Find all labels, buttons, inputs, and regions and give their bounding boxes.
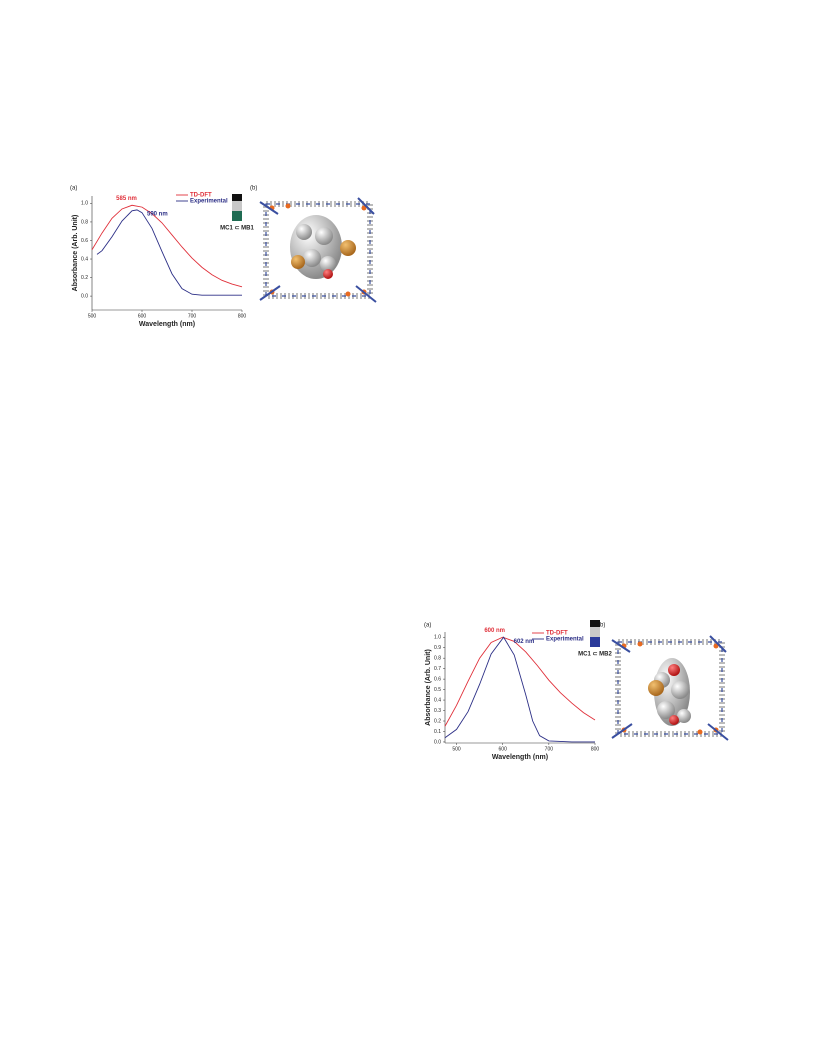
vial-solution bbox=[590, 637, 600, 647]
y-tick-label: 0.4 bbox=[81, 256, 88, 262]
y-tick-label: 0.0 bbox=[81, 293, 88, 299]
y-tick-label: 0.3 bbox=[434, 708, 441, 714]
chart: (a) (b) 500 600 700 800 0.0 0.2 0.4 0.6 0.8 1.0 Wave… bbox=[70, 186, 257, 328]
vial-cap bbox=[232, 194, 242, 201]
y-tick-label: 1.0 bbox=[81, 201, 88, 207]
x-tick-label: 600 bbox=[138, 313, 147, 319]
panel-label: (b) bbox=[250, 186, 257, 192]
vial-label: MC1 ⊂ MB2 bbox=[578, 652, 612, 658]
y-tick-label: 0.9 bbox=[434, 645, 441, 651]
x-tick-label: 800 bbox=[591, 746, 600, 752]
legend-label: Experimental bbox=[190, 199, 228, 205]
vial-cap bbox=[590, 620, 600, 627]
legend-label: TD-DFT bbox=[190, 193, 212, 199]
x-tick-label: 600 bbox=[499, 746, 508, 752]
panel-label: (b) bbox=[598, 623, 605, 629]
panel-label: (a) bbox=[70, 186, 77, 192]
peak-annotation: 590 nm bbox=[147, 211, 168, 217]
chart: (a) (b) 500 600 700 800 0.0 0.1 0.2 0.3 0.4 0.5 0.6 0… bbox=[424, 620, 613, 761]
vial-body bbox=[590, 627, 600, 637]
y-tick-label: 0.8 bbox=[81, 219, 88, 225]
y-tick-label: 1.0 bbox=[434, 635, 441, 641]
x-tick-label: 700 bbox=[545, 746, 554, 752]
peak-annotation: 585 nm bbox=[116, 196, 137, 202]
y-tick-label: 0.5 bbox=[434, 687, 441, 693]
x-axis-label: Wavelength (nm) bbox=[492, 754, 548, 761]
x-tick-label: 500 bbox=[88, 313, 97, 319]
y-tick-label: 0.2 bbox=[81, 275, 88, 281]
y-axis-label: Absorbance (Arb. Unit) bbox=[425, 649, 432, 726]
series-line bbox=[96, 209, 242, 296]
y-tick-label: 0.6 bbox=[81, 238, 88, 244]
y-tick-label: 0.2 bbox=[434, 718, 441, 724]
legend-label: TD-DFT bbox=[546, 631, 568, 637]
molecule-image bbox=[612, 636, 728, 740]
vial-label: MC1 ⊂ MB1 bbox=[220, 226, 254, 232]
y-tick-label: 0.0 bbox=[434, 739, 441, 745]
legend-label: Experimental bbox=[546, 637, 584, 643]
y-tick-label: 0.7 bbox=[434, 666, 441, 672]
series-line bbox=[91, 204, 243, 288]
vial-solution bbox=[232, 211, 242, 221]
y-tick-label: 0.1 bbox=[434, 729, 441, 735]
y-tick-label: 0.4 bbox=[434, 697, 441, 703]
x-tick-label: 500 bbox=[452, 746, 461, 752]
vial-body bbox=[232, 201, 242, 211]
x-axis-label: Wavelength (nm) bbox=[139, 321, 195, 328]
y-axis-label: Absorbance (Arb. Unit) bbox=[72, 215, 79, 292]
y-tick-label: 0.6 bbox=[434, 676, 441, 682]
peak-annotation: 600 nm bbox=[484, 628, 505, 634]
x-tick-label: 700 bbox=[188, 313, 197, 319]
x-tick-label: 800 bbox=[238, 313, 247, 319]
series-line bbox=[444, 636, 595, 743]
peak-annotation: 602 nm bbox=[514, 639, 535, 645]
panel-label: (a) bbox=[424, 623, 431, 629]
series-line bbox=[444, 636, 596, 727]
y-tick-label: 0.8 bbox=[434, 656, 441, 662]
molecule-image bbox=[260, 198, 376, 302]
